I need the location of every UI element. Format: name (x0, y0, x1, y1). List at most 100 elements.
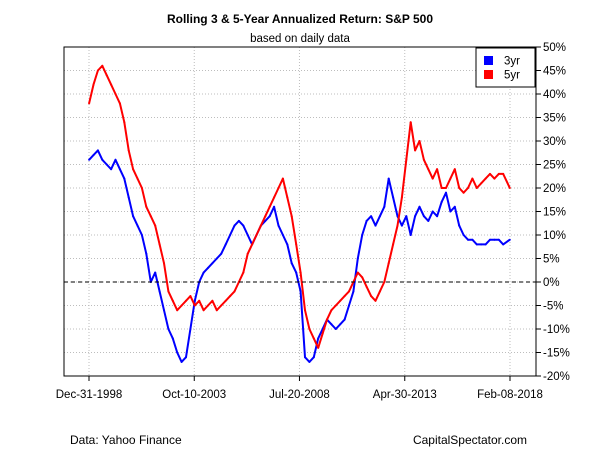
series-5yr-point-12 (140, 187, 143, 189)
series-5yr-point-23 (189, 295, 192, 298)
series-3yr-point-79 (436, 215, 439, 218)
series-5yr-point-54 (326, 318, 328, 321)
series-3yr-point-88 (475, 243, 478, 246)
series-3yr-point-64 (370, 215, 373, 218)
series-3yr-point-40 (264, 219, 267, 222)
series-3yr-point-93 (497, 238, 500, 241)
series-3yr-point-75 (418, 205, 421, 208)
series-5yr-point-81 (445, 187, 447, 189)
series-3yr-point-17 (163, 309, 165, 312)
series-5yr-point-40 (264, 215, 267, 218)
series-5yr-point-35 (242, 271, 245, 274)
series-3yr-point-32 (229, 234, 232, 236)
series-5yr-point-61 (356, 271, 359, 274)
series-5yr-point-8 (123, 121, 126, 124)
series-3yr-point-20 (176, 351, 179, 354)
series-5yr-point-4 (105, 74, 108, 77)
series-5yr-point-25 (198, 299, 201, 302)
series-5yr-point-85 (462, 191, 465, 194)
y-tick-label-5: 5% (543, 254, 560, 266)
series-3yr-point-21 (180, 360, 183, 363)
series-5yr-point-89 (480, 182, 483, 185)
x-tick-label-3: Apr-30-2013 (373, 389, 437, 401)
series-5yr-point-43 (277, 187, 280, 189)
legend: 3yr 5yr (475, 47, 536, 88)
series-5yr-point-33 (233, 290, 236, 293)
legend-swatch-3yr (484, 56, 493, 65)
series-3yr-point-18 (167, 328, 170, 330)
series-5yr-point-83 (453, 168, 456, 171)
series-5yr-point-3 (101, 64, 104, 67)
series-5yr-point-11 (136, 177, 139, 180)
series-5yr-point-17 (163, 262, 165, 265)
series-3yr-point-68 (387, 177, 390, 180)
series-3yr-point-44 (281, 234, 284, 236)
series-5yr-point-68 (387, 262, 390, 265)
y-tick-label-8: 20% (543, 183, 566, 195)
series-5yr-point-87 (471, 177, 474, 180)
chart-subtitle: based on daily data (250, 33, 350, 45)
y-tick-label-1: -15% (543, 348, 570, 360)
series-5yr-point-19 (171, 299, 174, 302)
series-3yr-point-42 (273, 205, 276, 208)
series-3yr-point-4 (105, 163, 108, 166)
series-5yr-point-1 (92, 83, 95, 86)
series-5yr-point-15 (154, 224, 157, 227)
footer-source: Data: Yahoo Finance (70, 433, 182, 447)
series-3yr-point-85 (462, 234, 465, 236)
series-5yr-point-49 (304, 309, 306, 312)
series-3yr-point-92 (493, 238, 496, 241)
series-3yr-point-57 (339, 323, 342, 326)
y-tick-label-7: 15% (543, 207, 566, 219)
series-3yr-point-51 (312, 356, 315, 359)
series-3yr-point-35 (242, 224, 245, 227)
y-tick-label-12: 40% (543, 89, 566, 101)
plot-frame (63, 46, 537, 377)
series-3yr-point-71 (400, 224, 403, 227)
series-3yr-point-27 (207, 266, 209, 269)
series-3yr-point-41 (268, 215, 271, 218)
series-5yr-point-65 (374, 299, 377, 302)
y-tick-label-6: 10% (543, 230, 566, 242)
series-3yr-point-63 (365, 219, 368, 222)
series-3yr-point-10 (132, 215, 135, 218)
series-3yr-point-66 (378, 215, 381, 218)
series-5yr-point-44 (281, 177, 284, 180)
series-5yr-point-13 (145, 205, 148, 208)
series-3yr-point-46 (290, 262, 293, 265)
series-5yr-point-78 (431, 177, 434, 180)
y-tick-label-10: 30% (543, 136, 566, 148)
series-5yr-point-26 (202, 309, 205, 312)
y-tick-label-2: -10% (543, 324, 570, 336)
series-3yr-point-45 (286, 243, 289, 246)
series-5yr-point-10 (132, 168, 135, 171)
series-5yr-point-36 (246, 252, 249, 255)
series-5yr-point-80 (440, 187, 443, 189)
series-5yr-point-24 (193, 304, 196, 307)
series-5yr-point-50 (308, 328, 311, 330)
series-5yr-point-69 (392, 243, 395, 246)
series-3yr-point-94 (502, 243, 505, 246)
x-tick-label-0: Dec-31-1998 (56, 389, 122, 401)
series-3yr-point-23 (189, 328, 192, 330)
y-tick-label-4: 0% (543, 277, 560, 289)
x-axis: Dec-31-1998 Oct-10-2003 Jul-20-2008 Apr-30-… (56, 376, 543, 401)
series-5yr-point-32 (229, 295, 232, 298)
series-3yr-point-19 (171, 337, 174, 340)
series-5yr-point-71 (400, 196, 403, 199)
series-3yr-point-73 (409, 234, 412, 236)
series-5yr-point-39 (259, 224, 262, 227)
series-3yr-point-6 (114, 158, 117, 161)
x-tick-label-2: Jul-20-2008 (269, 389, 330, 401)
series-5yr-point-48 (299, 271, 302, 274)
series-5yr-point-41 (268, 205, 271, 208)
series-5yr-point-88 (475, 187, 478, 189)
series-3yr-point-91 (489, 238, 491, 241)
series-3yr-point-56 (334, 328, 337, 330)
series-3yr-point-52 (317, 337, 320, 340)
series-5yr-point-56 (334, 304, 337, 307)
series-3yr-point-80 (440, 201, 443, 204)
series-3yr-point-0 (88, 158, 91, 161)
series-5yr-point-67 (383, 281, 386, 283)
series-5yr-point-16 (158, 243, 161, 246)
